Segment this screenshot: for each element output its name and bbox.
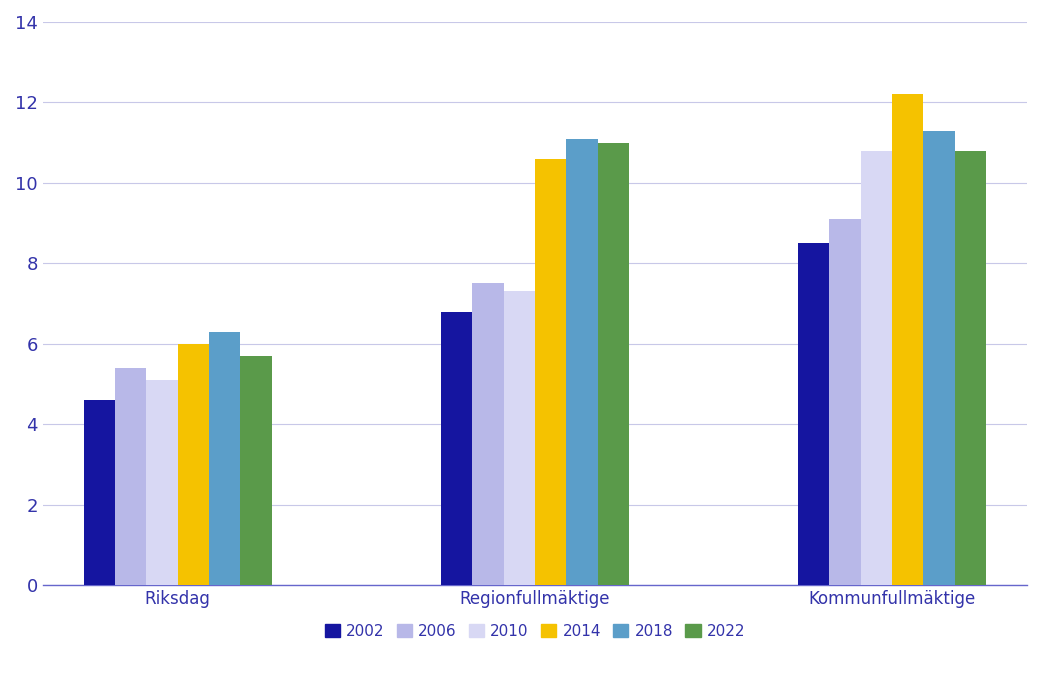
Bar [597,143,629,585]
Bar [83,400,115,585]
Bar [115,368,146,585]
Bar [954,151,986,585]
Legend: 2002, 2006, 2010, 2014, 2018, 2022: 2002, 2006, 2010, 2014, 2018, 2022 [319,618,751,645]
Bar [178,344,209,585]
Bar [441,312,472,585]
Bar [798,243,829,585]
Bar [923,131,954,585]
Bar [209,332,241,585]
Bar [241,356,272,585]
Bar [829,219,861,585]
Bar [472,284,503,585]
Bar [892,94,923,585]
Bar [566,138,597,585]
Bar [535,159,566,585]
Bar [503,291,535,585]
Bar [861,151,892,585]
Bar [146,380,178,585]
